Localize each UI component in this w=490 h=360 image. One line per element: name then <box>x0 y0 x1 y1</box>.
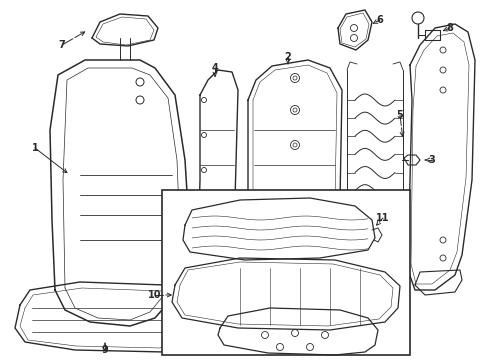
Bar <box>162 190 410 355</box>
Text: 5: 5 <box>396 110 403 120</box>
Text: 8: 8 <box>446 23 453 33</box>
Text: 10: 10 <box>148 290 162 300</box>
Text: 4: 4 <box>212 63 219 73</box>
Text: 6: 6 <box>377 15 383 25</box>
Text: 2: 2 <box>285 52 292 62</box>
Text: 9: 9 <box>101 345 108 355</box>
Text: 3: 3 <box>429 155 436 165</box>
Text: 1: 1 <box>32 143 38 153</box>
Text: 11: 11 <box>376 213 390 223</box>
Text: 7: 7 <box>59 40 65 50</box>
